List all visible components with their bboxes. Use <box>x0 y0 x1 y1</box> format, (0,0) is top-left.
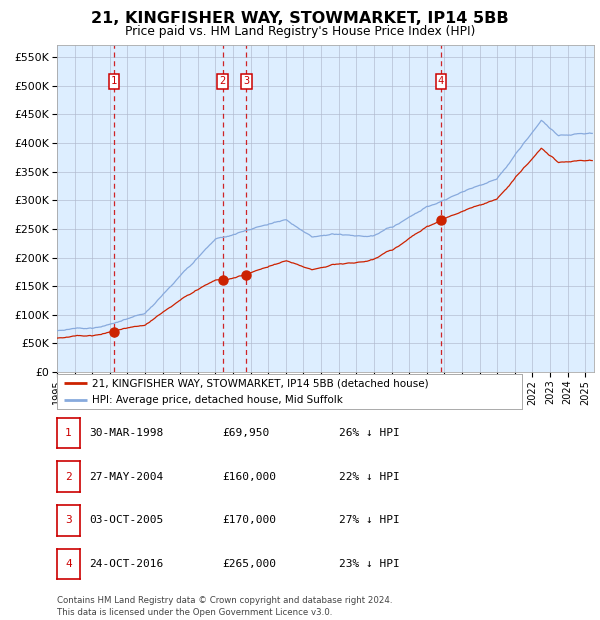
Text: 4: 4 <box>438 76 444 86</box>
Text: 03-OCT-2005: 03-OCT-2005 <box>89 515 163 525</box>
Text: 2: 2 <box>220 76 226 86</box>
Text: 4: 4 <box>65 559 72 569</box>
Text: HPI: Average price, detached house, Mid Suffolk: HPI: Average price, detached house, Mid … <box>92 395 343 405</box>
Text: 27-MAY-2004: 27-MAY-2004 <box>89 472 163 482</box>
Text: 22% ↓ HPI: 22% ↓ HPI <box>339 472 400 482</box>
Text: 23% ↓ HPI: 23% ↓ HPI <box>339 559 400 569</box>
Text: Contains HM Land Registry data © Crown copyright and database right 2024.
This d: Contains HM Land Registry data © Crown c… <box>57 596 392 617</box>
Text: 3: 3 <box>65 515 72 525</box>
Text: 21, KINGFISHER WAY, STOWMARKET, IP14 5BB: 21, KINGFISHER WAY, STOWMARKET, IP14 5BB <box>91 11 509 25</box>
Text: 30-MAR-1998: 30-MAR-1998 <box>89 428 163 438</box>
Text: £160,000: £160,000 <box>222 472 276 482</box>
Text: 3: 3 <box>244 76 250 86</box>
Text: 2: 2 <box>65 472 72 482</box>
Text: £265,000: £265,000 <box>222 559 276 569</box>
Text: 1: 1 <box>65 428 72 438</box>
Text: £69,950: £69,950 <box>222 428 269 438</box>
Text: 21, KINGFISHER WAY, STOWMARKET, IP14 5BB (detached house): 21, KINGFISHER WAY, STOWMARKET, IP14 5BB… <box>92 378 428 388</box>
Text: Price paid vs. HM Land Registry's House Price Index (HPI): Price paid vs. HM Land Registry's House … <box>125 25 475 38</box>
Text: £170,000: £170,000 <box>222 515 276 525</box>
Text: 1: 1 <box>111 76 117 86</box>
Text: 24-OCT-2016: 24-OCT-2016 <box>89 559 163 569</box>
Text: 27% ↓ HPI: 27% ↓ HPI <box>339 515 400 525</box>
Text: 26% ↓ HPI: 26% ↓ HPI <box>339 428 400 438</box>
